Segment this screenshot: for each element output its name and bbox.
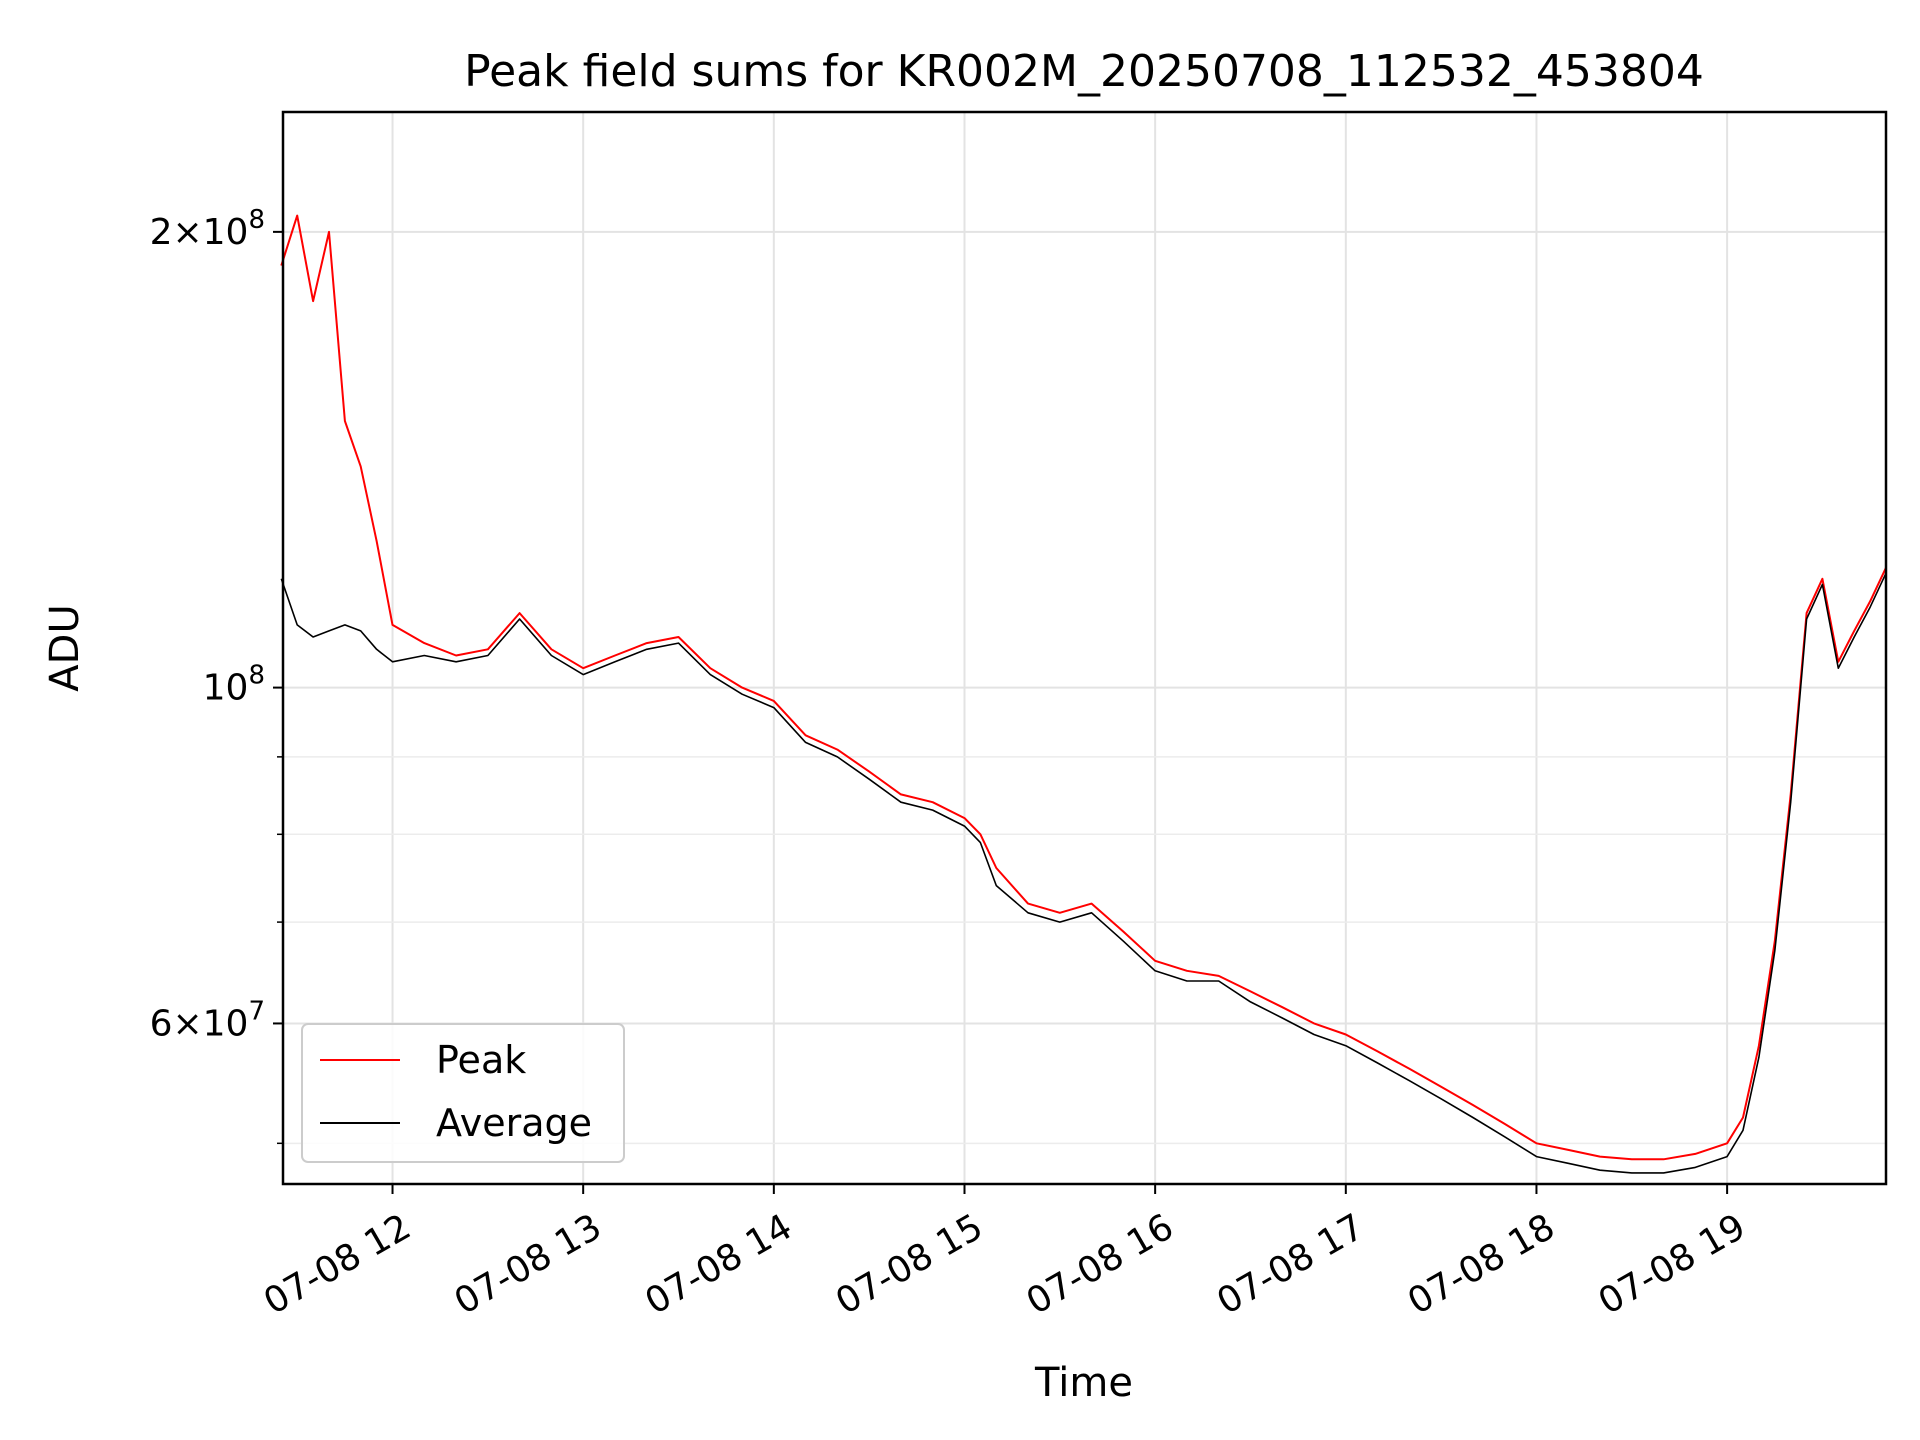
y-tick-mantissa: 2×	[150, 212, 203, 253]
y-tick-base: 10	[203, 1003, 249, 1044]
y-tick-base: 10	[203, 668, 249, 709]
chart-title: Peak field sums for KR002M_20250708_1125…	[464, 46, 1704, 97]
x-tick-label: 07-08 12	[257, 1206, 418, 1322]
y-tick-mantissa: 6×	[150, 1003, 203, 1044]
x-tick-label: 07-08 18	[1401, 1206, 1562, 1322]
y-axis-label: ADU	[42, 604, 88, 691]
y-tick-exponent: 7	[248, 996, 265, 1026]
y-tick-exponent: 8	[248, 661, 265, 691]
x-tick-label: 07-08 16	[1020, 1206, 1181, 1322]
x-axis-label: Time	[1034, 1360, 1133, 1406]
series-line-average	[280, 572, 1887, 1174]
legend-box	[301, 1023, 625, 1163]
y-tick-exponent: 8	[248, 205, 265, 235]
legend-label-peak: Peak	[436, 1038, 526, 1082]
x-tick-label: 07-08 17	[1210, 1206, 1371, 1322]
x-tick-label: 07-08 13	[448, 1206, 609, 1322]
x-tick-label: 07-08 14	[638, 1206, 799, 1322]
legend: Peak Average	[301, 1023, 625, 1163]
plot-area-frame	[281, 110, 1888, 1186]
legend-label-average: Average	[436, 1101, 592, 1145]
x-tick-label: 07-08 15	[829, 1206, 990, 1322]
y-tick-label: 108	[203, 661, 265, 709]
y-tick-label: 2×108	[150, 205, 265, 253]
x-axis: 07-08 12 07-08 13 07-08 14 07-08 15 07-08 16…	[257, 1184, 1752, 1323]
x-tick-label: 07-08 19	[1592, 1206, 1753, 1322]
y-tick-label: 6×107	[150, 996, 265, 1044]
series-lines	[280, 214, 1887, 1174]
series-line-peak	[280, 214, 1887, 1161]
y-tick-base: 10	[203, 212, 249, 253]
